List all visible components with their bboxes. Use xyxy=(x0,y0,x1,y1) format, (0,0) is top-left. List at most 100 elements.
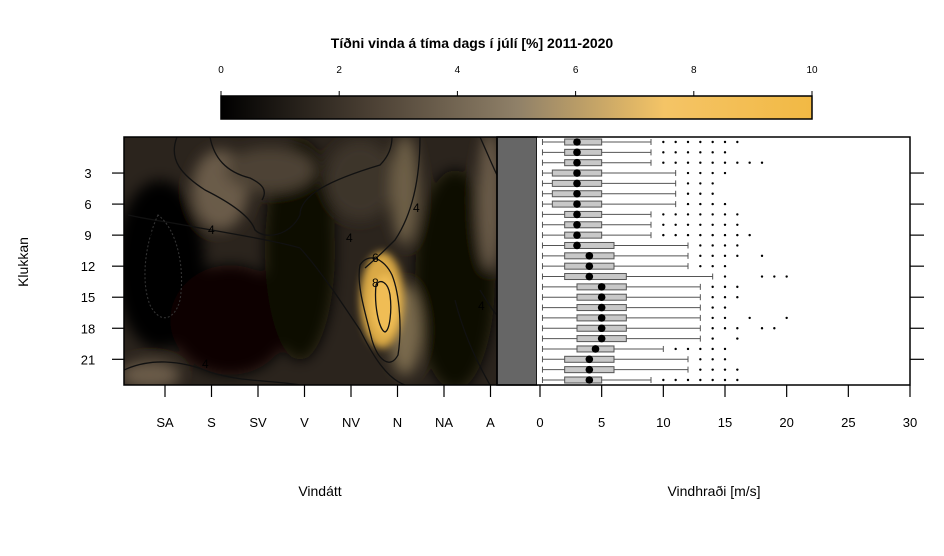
speed-tick-label: 0 xyxy=(536,415,543,430)
boxplot-box xyxy=(564,148,603,156)
boxplot-outlier xyxy=(736,337,739,340)
boxplot-outlier xyxy=(699,202,702,206)
boxplot-outlier xyxy=(662,233,665,237)
boxplot-outlier xyxy=(699,244,702,247)
boxplot-outlier xyxy=(662,213,665,216)
boxplot-box xyxy=(564,376,603,384)
boxplot-outlier xyxy=(662,378,665,382)
boxplot-outlier xyxy=(674,140,677,144)
boxplot-hour xyxy=(541,376,739,384)
boxplot-outlier xyxy=(760,275,764,278)
boxplot-outlier xyxy=(736,161,739,164)
boxplot-outlier xyxy=(711,337,714,340)
boxplot-outlier xyxy=(785,316,788,320)
boxplot-median xyxy=(585,272,594,281)
boxplot-median xyxy=(573,169,581,177)
colorbar-tick-label: 2 xyxy=(336,65,342,76)
boxplot-hour xyxy=(541,169,727,177)
boxplot-hour xyxy=(541,179,714,188)
direction-tick-label: A xyxy=(486,415,495,430)
chart-title: Tíðni vinda á tíma dags í júlí [%] 2011-… xyxy=(331,35,614,51)
colorbar-tick-label: 8 xyxy=(691,65,697,76)
boxplot-outlier xyxy=(699,182,702,185)
calm-panel xyxy=(496,136,538,386)
hour-tick-label: 3 xyxy=(84,166,91,181)
boxplot-outlier xyxy=(711,171,714,175)
boxplot-hour xyxy=(541,365,739,374)
boxplot-hour xyxy=(541,210,739,219)
direction-tick-label: V xyxy=(300,415,309,430)
boxplot-outlier xyxy=(711,233,714,237)
boxplot-outlier xyxy=(736,327,739,330)
boxplot-hour xyxy=(541,158,764,167)
boxplot-outlier xyxy=(674,151,677,154)
boxplot-outlier xyxy=(723,161,727,164)
boxplot-outlier xyxy=(686,223,690,226)
boxplot-hour xyxy=(541,314,788,322)
boxplot-median xyxy=(573,138,581,146)
colorbar-tick-label: 6 xyxy=(573,65,579,76)
boxplot-hour xyxy=(541,241,739,250)
boxplot-outlier xyxy=(711,202,714,206)
boxplot-hour xyxy=(541,283,739,291)
boxplot-outlier xyxy=(699,140,702,144)
boxplot-outlier xyxy=(736,233,739,237)
boxplot-median xyxy=(573,200,581,208)
colorbar-tick-label: 4 xyxy=(455,65,461,76)
boxplot-outlier xyxy=(662,223,665,226)
colorbar-tick-label: 10 xyxy=(806,65,818,76)
boxplot-outlier xyxy=(748,233,751,237)
boxplot-outlier xyxy=(723,244,727,247)
hour-tick-label: 6 xyxy=(84,197,91,212)
direction-tick-label: N xyxy=(393,415,402,430)
colorbar: 0 2 4 6 8 10 xyxy=(218,65,818,120)
heatmap-panel: 0.5 4 4 4 4 4 6 8 xyxy=(124,136,538,386)
boxplot-outlier xyxy=(686,233,690,237)
boxplot-box xyxy=(564,273,627,281)
boxplot-hour xyxy=(541,220,739,229)
boxplot-outlier xyxy=(723,296,727,299)
boxplot-box xyxy=(564,159,603,167)
boxplot-box xyxy=(564,231,603,239)
boxplot-outlier xyxy=(760,254,764,258)
boxplot-outlier xyxy=(723,306,727,309)
speed-panel xyxy=(537,137,910,385)
boxplot-outlier xyxy=(699,378,702,382)
hour-tick-label: 18 xyxy=(81,321,95,336)
boxplot-outlier xyxy=(723,171,727,175)
boxplot-median xyxy=(597,303,606,312)
boxplot-outlier xyxy=(723,327,727,330)
direction-ticks: SA S SV V NV N NA A xyxy=(156,385,495,430)
boxplot-median xyxy=(585,262,594,270)
boxplot-outlier xyxy=(723,233,727,237)
boxplot-median xyxy=(597,293,606,302)
boxplot-median xyxy=(573,148,581,157)
boxplot-outlier xyxy=(699,151,702,154)
boxplot-outlier xyxy=(686,202,690,206)
boxplot-outlier xyxy=(686,161,690,164)
boxplot-median xyxy=(585,355,594,364)
boxplot-hour xyxy=(541,189,714,198)
contour-label: 6 xyxy=(372,251,379,265)
boxplot-hour xyxy=(541,334,739,343)
boxplot-hour xyxy=(541,272,788,281)
colorbar-gradient xyxy=(220,95,813,120)
boxplot-median xyxy=(585,365,594,374)
boxplot-outlier xyxy=(711,358,714,361)
y-axis-label: Klukkan xyxy=(15,237,31,287)
boxplot-outlier xyxy=(723,140,727,144)
boxplot-outlier xyxy=(723,316,727,320)
boxplot-outlier xyxy=(711,213,714,216)
contour-label: 4 xyxy=(202,357,209,371)
boxplot-outlier xyxy=(699,264,702,268)
boxplot-outlier xyxy=(723,378,727,382)
boxplot-outlier xyxy=(711,368,714,371)
speed-tick-label: 20 xyxy=(779,415,793,430)
boxplot-outlier xyxy=(674,378,677,382)
boxplot-hour xyxy=(541,138,739,146)
speed-axis-label: Vindhraði [m/s] xyxy=(667,483,760,499)
direction-axis-label: Vindátt xyxy=(298,483,341,499)
boxplot-outlier xyxy=(674,233,677,237)
boxplot-outlier xyxy=(699,358,702,361)
